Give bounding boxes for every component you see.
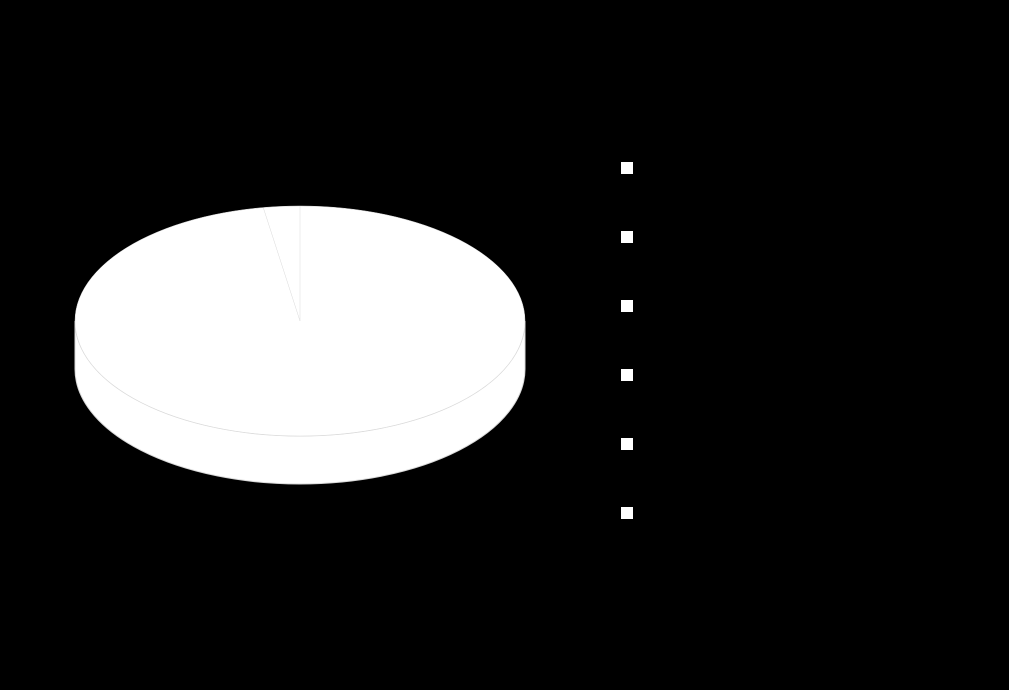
legend-item: Hausführung: [620, 227, 936, 252]
legend-swatch: [620, 230, 634, 244]
legend-swatch: [620, 368, 634, 382]
legend-label: Hausführung: [642, 227, 747, 252]
legend-swatch: [620, 506, 634, 520]
slice-data-label: 1,8%: [545, 437, 585, 461]
pie-chart: [35, 142, 565, 548]
pie-svg: [35, 142, 565, 548]
legend-item: anderes: [620, 503, 936, 528]
legend-swatch: [620, 161, 634, 175]
legend: Hospitation Hausführung Kollegiale Beratun…: [620, 158, 936, 528]
legend-item: Fortbildungseinheit: [620, 434, 936, 459]
legend-item: Hospitation: [620, 158, 936, 183]
legend-item: Kollegiale Beratung in der Gruppe: [620, 296, 936, 321]
chart-stage: 1,8% Hospitation Hausführung Kollegiale Be…: [0, 0, 1009, 690]
legend-label: Einzelberatung nach der Hospitation: [642, 365, 936, 390]
legend-label: Kollegiale Beratung in der Gruppe: [642, 296, 915, 321]
legend-swatch: [620, 437, 634, 451]
legend-swatch: [620, 299, 634, 313]
legend-label: Fortbildungseinheit: [642, 434, 800, 459]
legend-label: anderes: [642, 503, 707, 528]
legend-item: Einzelberatung nach der Hospitation: [620, 365, 936, 390]
legend-label: Hospitation: [642, 158, 736, 183]
